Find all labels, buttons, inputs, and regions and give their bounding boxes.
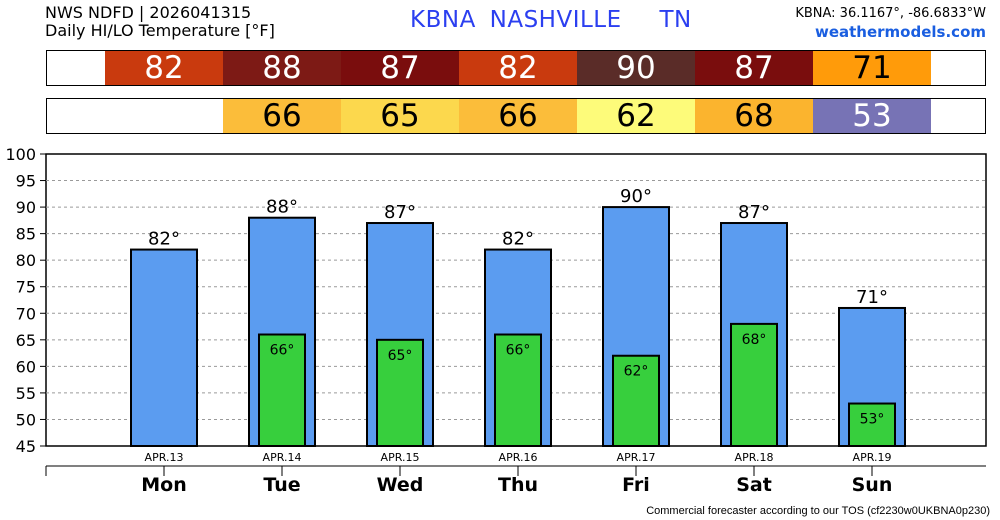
hi-cell: 87 [341,51,459,85]
low-bar-label: 53° [860,412,885,428]
lo-cell: 62 [577,99,695,133]
lo-cell: 66 [223,99,341,133]
hi-cell: 82 [105,51,223,85]
low-bar [612,354,660,447]
low-temp-strip: 66 65 66 62 68 53 [46,98,986,134]
hi-cell: 88 [223,51,341,85]
station-coords: KBNA: 36.1167°, -86.6833°W [795,6,986,21]
y-tick-label: 100 [5,145,36,164]
lo-cell: 65 [341,99,459,133]
station-state: TN [659,7,692,33]
low-bar [376,338,424,447]
x-day-label: Wed [377,474,424,496]
high-bar-label: 88° [266,197,298,218]
high-bar-label: 90° [620,186,652,207]
high-bar-label: 71° [856,287,888,308]
low-bar-label: 68° [742,332,767,348]
high-bar-label: 87° [738,202,770,223]
x-date-label: APR.13 [145,451,184,464]
high-temp-strip: 82 88 87 82 90 87 71 [46,50,986,86]
low-bar-label: 65° [388,348,413,364]
lo-cell: 66 [459,99,577,133]
hi-cell: 87 [695,51,813,85]
high-bar-label: 87° [384,202,416,223]
y-tick-label: 55 [16,384,36,403]
chart-subtitle: Daily HI/LO Temperature [°F] [45,21,275,40]
x-day-label: Sat [736,474,772,496]
low-bar [494,333,542,447]
y-tick-label: 45 [16,437,36,456]
x-day-label: Fri [622,474,650,496]
x-date-label: APR.14 [263,451,302,464]
y-tick-label: 75 [16,278,36,297]
y-tick-label: 70 [16,304,36,323]
lo-cell [105,99,223,133]
high-bar-label: 82° [148,229,180,250]
hi-cell: 90 [577,51,695,85]
x-date-label: APR.19 [853,451,892,464]
tos-notice: Commercial forecaster according to our T… [646,505,990,517]
station-name: NASHVILLE [489,7,622,33]
x-date-label: APR.16 [499,451,538,464]
x-date-label: APR.15 [381,451,420,464]
x-day-label: Mon [141,474,187,496]
y-tick-label: 95 [16,172,36,191]
hi-cell: 82 [459,51,577,85]
x-day-label: Tue [263,474,300,496]
station-title: KBNA NASHVILLE TN [410,7,692,33]
low-bar [258,333,306,447]
x-day-label: Sun [852,474,893,496]
y-tick-label: 50 [16,410,36,429]
lo-cell: 68 [695,99,813,133]
x-date-label: APR.18 [735,451,774,464]
low-bar-label: 66° [270,343,295,359]
low-bar [730,322,778,447]
x-day-label: Thu [498,474,538,496]
low-bar-label: 62° [624,364,649,380]
source-label: NWS NDFD | 2026041315 [45,3,252,22]
x-date-label: APR.17 [617,451,656,464]
y-tick-label: 85 [16,225,36,244]
y-tick-label: 65 [16,331,36,350]
high-bar-label: 82° [502,229,534,250]
lo-cell: 53 [813,99,931,133]
low-bar-label: 66° [506,343,531,359]
y-tick-label: 80 [16,251,36,270]
low-bar [848,402,896,448]
high-bar [130,248,198,447]
station-id: KBNA [410,7,476,33]
hi-cell: 71 [813,51,931,85]
y-tick-label: 60 [16,357,36,376]
site-link[interactable]: weathermodels.com [814,23,986,41]
y-tick-label: 90 [16,198,36,217]
